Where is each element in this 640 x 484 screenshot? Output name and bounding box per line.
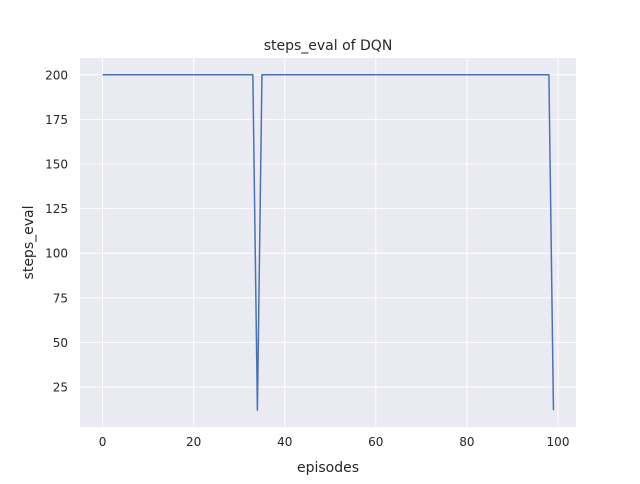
plot-background (80, 58, 576, 427)
x-tick-label: 100 (547, 435, 570, 449)
x-tick-label: 60 (368, 435, 383, 449)
series-lines (102, 74, 555, 411)
x-tick-label: 0 (99, 435, 107, 449)
y-tick-label: 75 (53, 291, 68, 305)
series-line (102, 74, 555, 411)
tick-labels: 0 20 40 60 80 100 25 50 75 100 125 150 175 200 (45, 68, 569, 449)
x-tick-label: 80 (459, 435, 474, 449)
y-tick-label: 125 (45, 202, 68, 216)
y-tick-label: 100 (45, 247, 68, 261)
x-axis-label: episodes (297, 460, 359, 476)
y-tick-label: 150 (45, 157, 68, 171)
chart-title: steps_eval of DQN (264, 38, 393, 54)
y-tick-label: 175 (45, 113, 68, 127)
y-tick-label: 25 (53, 381, 68, 395)
y-axis-label: steps_eval (21, 206, 37, 280)
y-tick-label: 200 (45, 68, 68, 82)
x-tick-label: 20 (186, 435, 201, 449)
x-tick-label: 40 (277, 435, 292, 449)
y-tick-label: 50 (53, 336, 68, 350)
